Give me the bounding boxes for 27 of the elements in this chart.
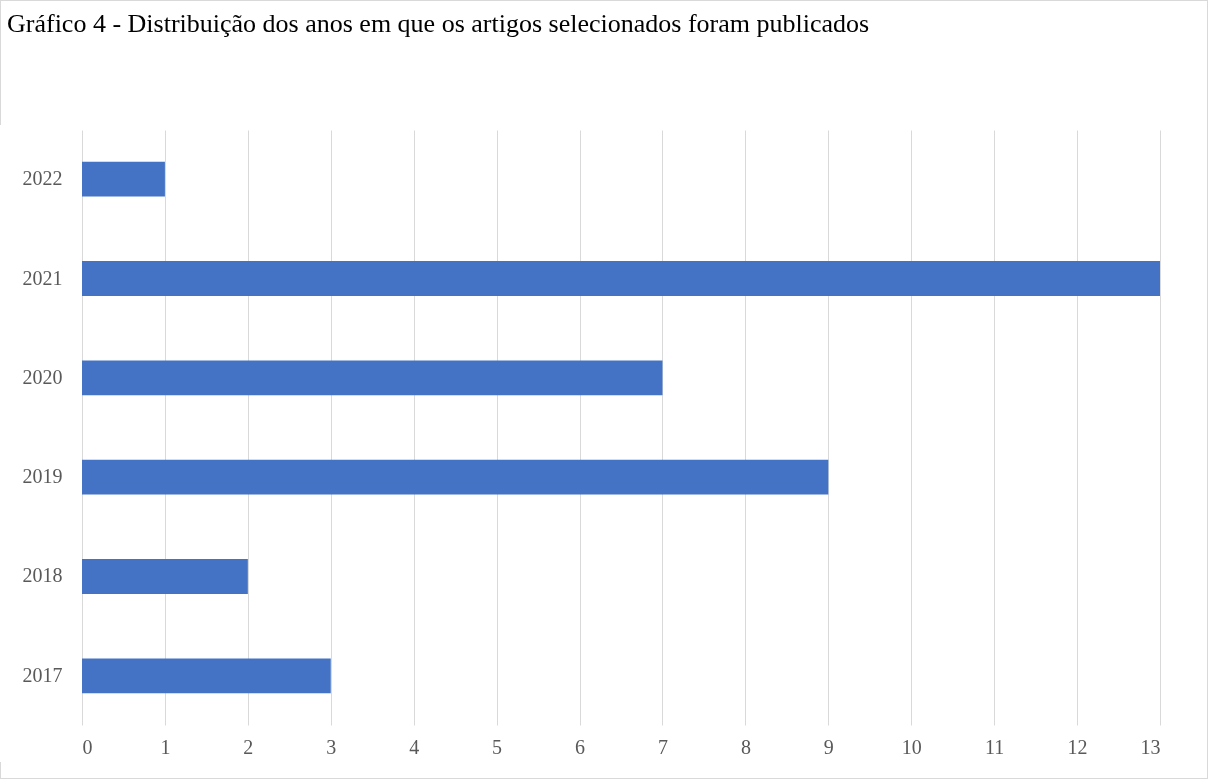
y-tick-label: 2022	[22, 167, 63, 190]
bar	[82, 261, 1160, 296]
x-tick-label: 9	[823, 735, 834, 758]
bar	[82, 161, 165, 197]
x-tick-label: 3	[326, 735, 337, 758]
x-tick-label: 10	[901, 735, 922, 758]
y-tick-label: 2018	[22, 564, 63, 587]
x-tick-label: 11	[985, 735, 1005, 758]
bar	[82, 559, 248, 594]
bar	[82, 658, 331, 694]
y-tick-label: 2017	[22, 663, 63, 686]
x-tick-label: 7	[657, 735, 668, 758]
y-tick-label: 2020	[22, 365, 63, 388]
bar	[82, 360, 663, 396]
x-tick-label: 4	[409, 735, 420, 758]
x-tick-label: 2	[243, 735, 254, 758]
x-tick-label: 13	[1140, 735, 1161, 758]
x-tick-label: 12	[1067, 735, 1088, 758]
chart-title: Gráfico 4 - Distribuição dos anos em que os artigos selecionados foram publicados	[7, 8, 871, 40]
y-tick-label: 2019	[22, 465, 63, 488]
x-tick-label: 5	[492, 735, 503, 758]
x-tick-label: 8	[740, 735, 751, 758]
x-tick-label: 0	[82, 735, 93, 758]
y-tick-label: 2021	[22, 266, 63, 289]
bar	[82, 459, 829, 495]
x-tick-label: 1	[160, 735, 171, 758]
x-tick-label: 6	[575, 735, 586, 758]
